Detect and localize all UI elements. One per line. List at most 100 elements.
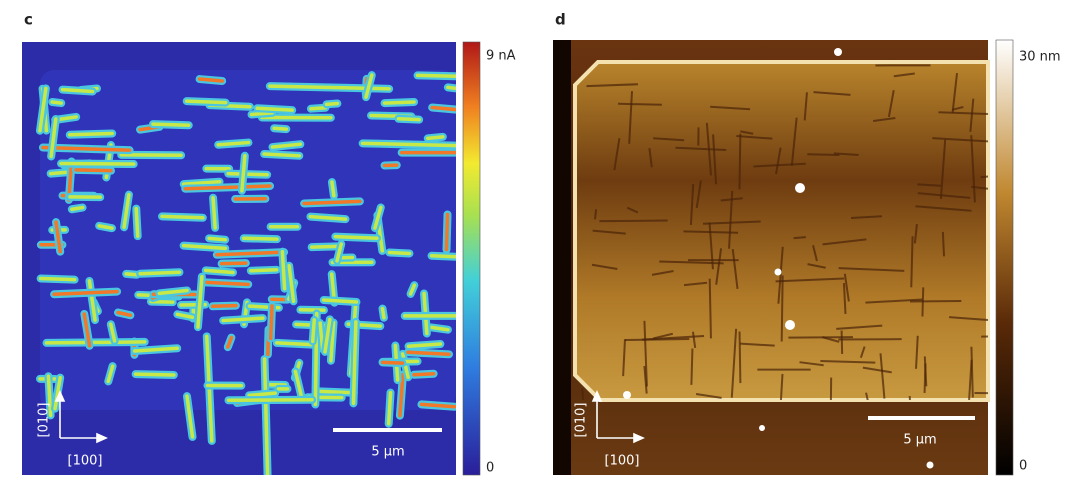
texture — [333, 234, 379, 240]
texture — [48, 170, 68, 176]
texture — [865, 298, 923, 304]
texture — [38, 86, 48, 133]
texture — [939, 139, 947, 200]
texture — [594, 209, 598, 220]
texture — [862, 366, 892, 374]
texture — [865, 392, 869, 400]
panel-label: d — [555, 11, 566, 29]
texture — [240, 154, 247, 193]
texture — [317, 389, 356, 395]
texture — [731, 248, 739, 290]
texture — [910, 299, 962, 303]
texture — [396, 116, 421, 122]
texture — [181, 180, 222, 186]
texture — [712, 134, 718, 185]
texture — [211, 196, 217, 230]
texture — [879, 353, 886, 399]
colorbar-min: 0 — [486, 461, 494, 476]
texture — [41, 145, 132, 152]
texture — [836, 324, 883, 330]
texture — [753, 162, 806, 168]
texture — [599, 219, 668, 223]
texture — [226, 335, 234, 349]
texture — [780, 275, 784, 342]
texture — [50, 100, 64, 105]
texture — [68, 131, 114, 137]
texture — [408, 283, 417, 296]
texture — [49, 117, 58, 159]
texture — [149, 299, 175, 304]
texture — [134, 206, 140, 238]
texture — [695, 180, 702, 209]
texture — [197, 77, 224, 83]
texture — [183, 184, 272, 191]
texture — [968, 359, 973, 400]
colorbar-max: 9 nA — [486, 49, 516, 64]
current-features — [35, 71, 456, 475]
texture — [226, 171, 269, 177]
texture — [941, 231, 946, 257]
texture — [335, 242, 343, 263]
scale-bar-label: 5 μm — [371, 445, 404, 460]
scale-bar — [333, 428, 442, 432]
colorbar-max: 30 nm — [1019, 50, 1061, 65]
texture — [859, 346, 866, 359]
texture — [651, 270, 674, 276]
texture — [887, 90, 895, 118]
texture — [799, 361, 824, 367]
texture — [675, 146, 727, 151]
texture — [777, 246, 784, 304]
texture — [132, 346, 179, 353]
axis-arrows — [591, 390, 645, 444]
texture — [116, 310, 133, 317]
texture — [738, 331, 742, 384]
texture — [181, 243, 228, 251]
texture — [185, 394, 195, 439]
texture — [373, 205, 383, 230]
texture — [710, 105, 751, 111]
texture — [97, 224, 114, 230]
texture — [591, 263, 618, 271]
texture — [689, 184, 695, 226]
texture — [643, 365, 648, 394]
texture — [812, 245, 818, 262]
texture — [280, 249, 287, 291]
texture — [351, 320, 358, 406]
texture — [293, 369, 303, 398]
texture — [360, 141, 456, 148]
panel-label: c — [24, 11, 33, 29]
texture — [969, 98, 975, 132]
texture — [952, 105, 964, 111]
texture — [380, 306, 386, 320]
texture — [581, 388, 585, 400]
texture — [324, 101, 340, 107]
texture — [87, 279, 97, 322]
texture — [302, 199, 362, 206]
texture — [386, 390, 393, 426]
axis-label-vertical: [010] — [574, 403, 589, 438]
texture — [970, 346, 974, 398]
texture — [323, 317, 332, 354]
texture — [872, 117, 896, 122]
texture — [329, 320, 336, 363]
texture — [412, 371, 436, 377]
colorbar — [462, 41, 481, 476]
texture — [138, 270, 182, 276]
texture — [364, 73, 374, 99]
texture — [586, 83, 639, 88]
texture — [822, 336, 840, 343]
texture — [157, 288, 189, 296]
texture — [106, 364, 115, 384]
texture — [309, 244, 340, 249]
texture — [923, 356, 928, 387]
film-plate — [573, 60, 990, 402]
texture — [728, 190, 734, 249]
texture — [242, 236, 279, 241]
texture — [617, 102, 662, 106]
scale-bar-label: 5 μm — [903, 433, 936, 448]
texture — [913, 223, 918, 244]
texture — [708, 278, 712, 339]
texture — [893, 72, 915, 78]
texture — [382, 100, 416, 105]
texture — [216, 140, 251, 147]
